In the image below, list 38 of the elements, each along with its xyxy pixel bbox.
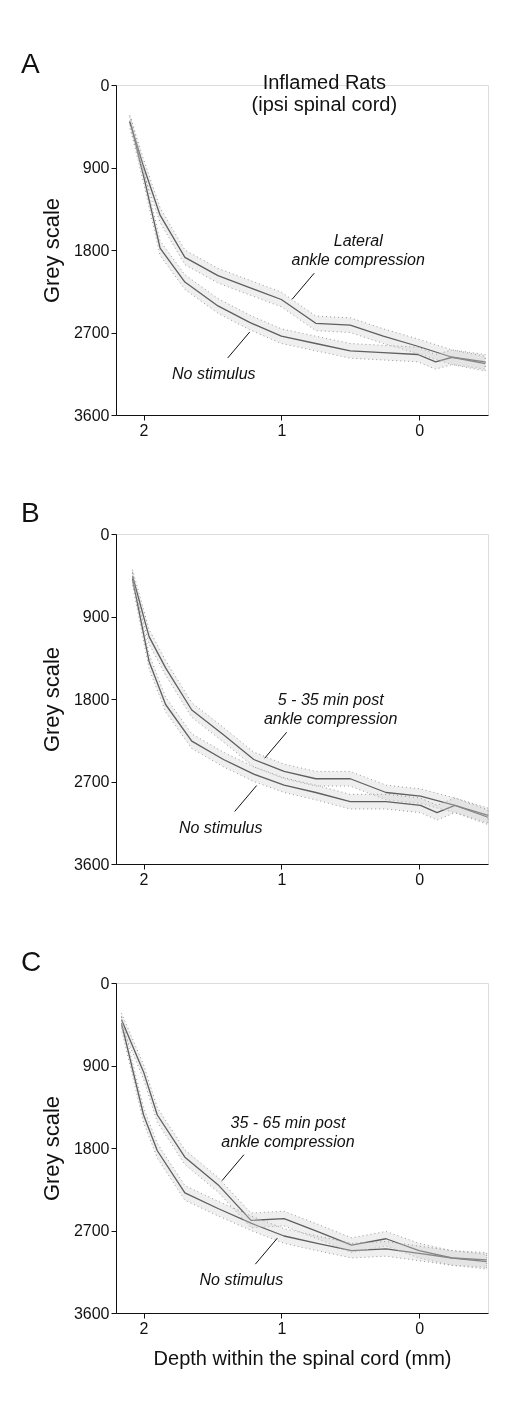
chart-subtitle: Inflamed Rats (ipsi spinal cord) [251,71,398,115]
y-tick-label: 2700 [73,773,110,790]
y-tick-label: 1800 [73,1139,110,1157]
annotation: Lateral ankle compression [291,232,426,269]
y-axis-title: Grey scale [38,1095,64,1202]
y-axis-title: Grey scale [38,197,64,304]
x-tick-label: 0 [415,1319,425,1337]
annotation: No stimulus [199,1271,284,1289]
chart-title: B [21,497,40,528]
chart-title: C [21,946,42,977]
y-tick-label: 2700 [73,1222,110,1239]
annotation: No stimulus [171,364,256,382]
x-tick-label: 0 [415,870,425,888]
x-tick-label: 1 [277,870,287,888]
y-axis-title: Grey scale [38,646,64,753]
x-tick-label: 1 [277,421,287,439]
y-tick-label: 900 [82,1057,110,1074]
annotation: 35 - 65 min post ankle compression [221,1113,355,1150]
y-tick-label: 0 [100,525,110,543]
x-tick-label: 2 [139,1319,149,1337]
y-tick-label: 900 [82,159,110,176]
y-tick-label: 3600 [73,855,110,873]
annotation: No stimulus [178,818,263,836]
x-tick-label: 1 [277,1319,287,1337]
annotation: 5 - 35 min post ankle compression [263,691,398,728]
x-tick-label: 2 [139,870,149,888]
y-tick-label: 2700 [73,324,110,341]
chart-title: A [21,48,40,79]
y-tick-label: 0 [100,974,110,992]
y-tick-label: 1800 [73,690,110,708]
y-tick-label: 900 [82,608,110,625]
y-tick-label: 1800 [73,241,110,259]
x-axis-title: Depth within the spinal cord (mm) [153,1346,452,1369]
y-tick-label: 3600 [73,406,110,424]
y-tick-label: 0 [100,76,110,94]
x-tick-label: 2 [139,421,149,439]
x-tick-label: 0 [415,421,425,439]
y-tick-label: 3600 [73,1304,110,1322]
